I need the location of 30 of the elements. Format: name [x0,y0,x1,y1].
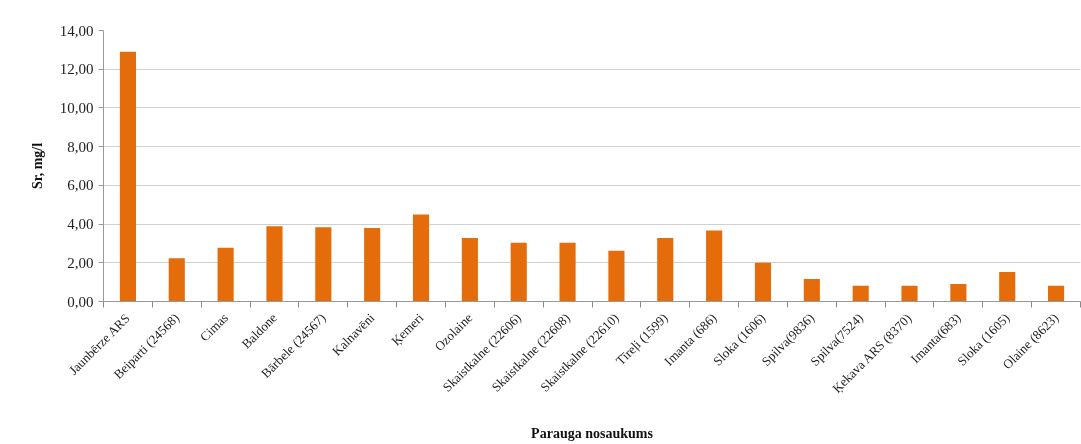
x-axis-title: Parauga nosaukums [531,426,654,442]
bar [119,51,136,302]
bar [706,230,723,302]
bar [461,238,478,302]
y-tick-label: 6,00 [67,177,94,194]
bar [803,279,820,302]
bar [754,262,772,302]
bar [999,271,1016,302]
y-tick-label: 12,00 [59,61,94,78]
bar [266,226,283,302]
bar [364,227,381,302]
bar [901,285,918,302]
bar [559,242,576,302]
y-tick-label: 10,00 [59,99,94,116]
bar [168,258,185,302]
bar [412,214,430,302]
bar [950,283,967,302]
bar [510,242,527,302]
y-tick-label: 2,00 [67,254,94,271]
y-tick-label: 0,00 [67,293,94,310]
bar [217,247,234,302]
y-tick-label: 4,00 [67,216,94,233]
bar [315,227,332,302]
bar [608,250,625,302]
bar [1048,285,1065,302]
y-tick-label: 14,00 [59,22,94,39]
bar [852,285,869,302]
y-tick-label: 8,00 [67,138,94,155]
bar [657,238,674,302]
y-axis-title: Sr, mg/l [29,142,45,190]
